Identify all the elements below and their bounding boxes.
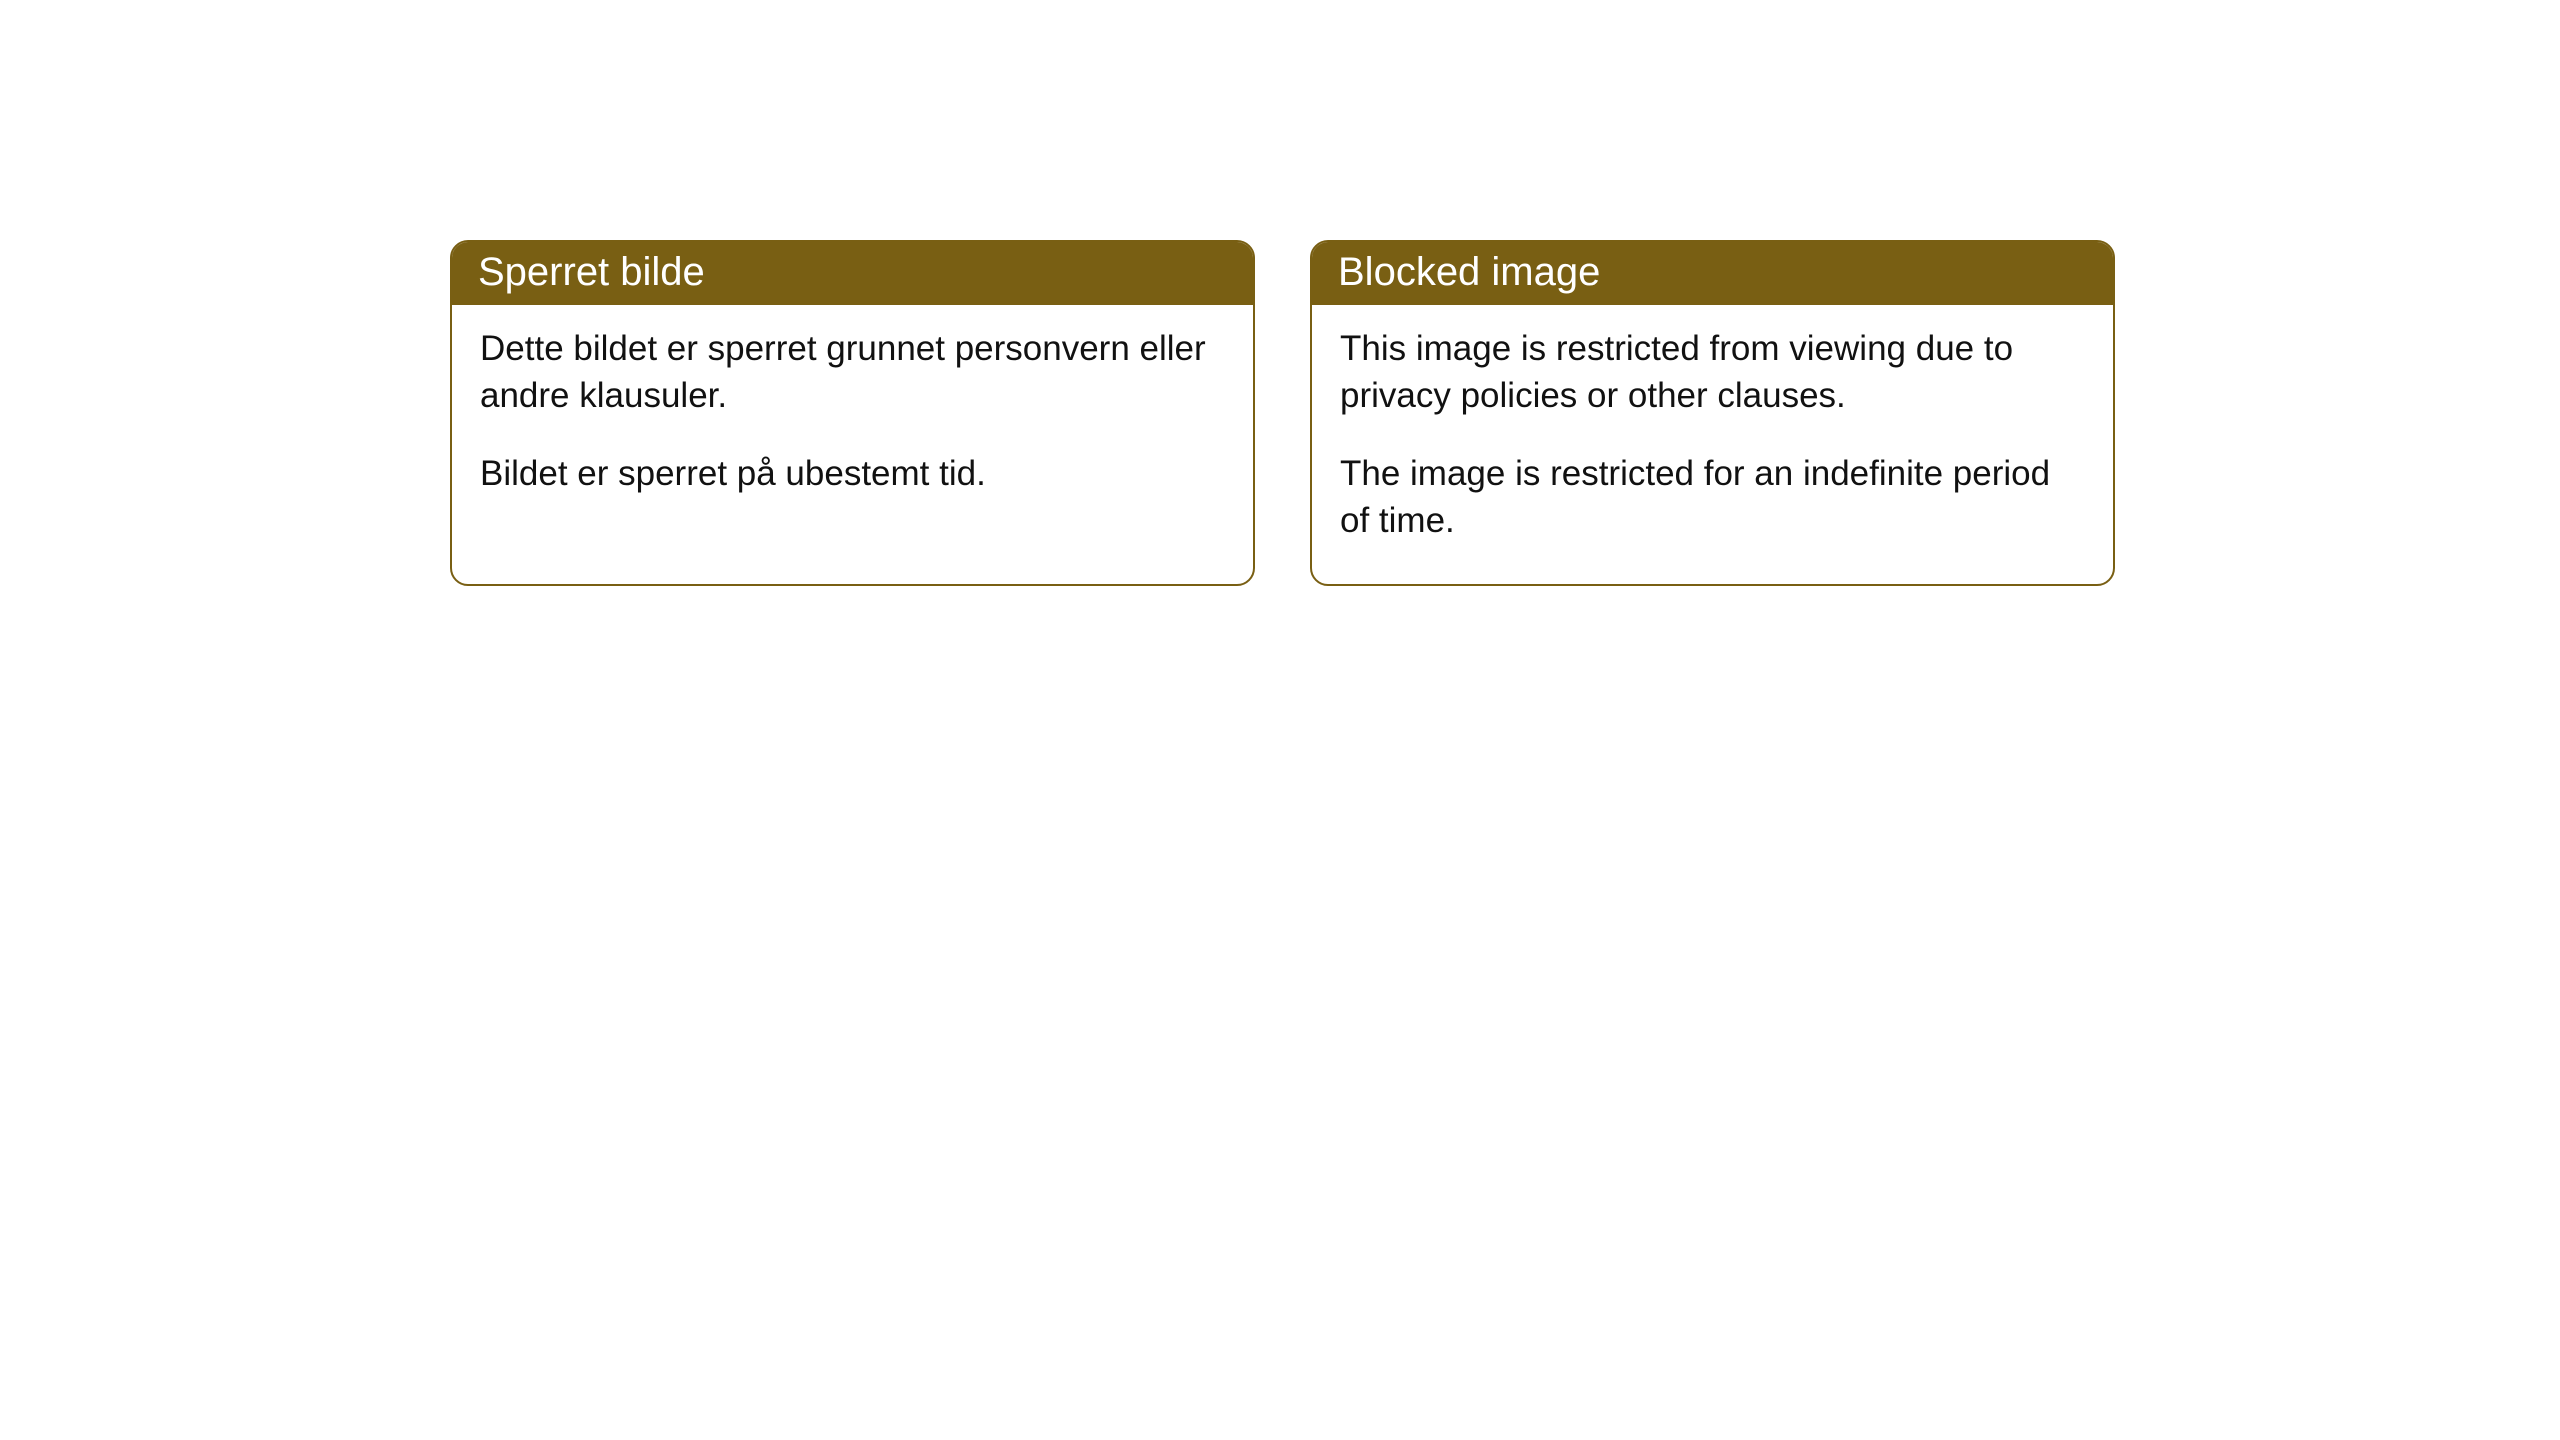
notice-cards-row: Sperret bilde Dette bildet er sperret gr… [450,240,2560,586]
card-title: Blocked image [1312,242,2113,305]
card-paragraph: Dette bildet er sperret grunnet personve… [480,325,1225,420]
card-paragraph: Bildet er sperret på ubestemt tid. [480,450,1225,497]
card-paragraph: This image is restricted from viewing du… [1340,325,2085,420]
notice-card-norwegian: Sperret bilde Dette bildet er sperret gr… [450,240,1255,586]
notice-card-english: Blocked image This image is restricted f… [1310,240,2115,586]
card-paragraph: The image is restricted for an indefinit… [1340,450,2085,545]
card-title: Sperret bilde [452,242,1253,305]
card-body: Dette bildet er sperret grunnet personve… [452,305,1253,537]
card-body: This image is restricted from viewing du… [1312,305,2113,584]
